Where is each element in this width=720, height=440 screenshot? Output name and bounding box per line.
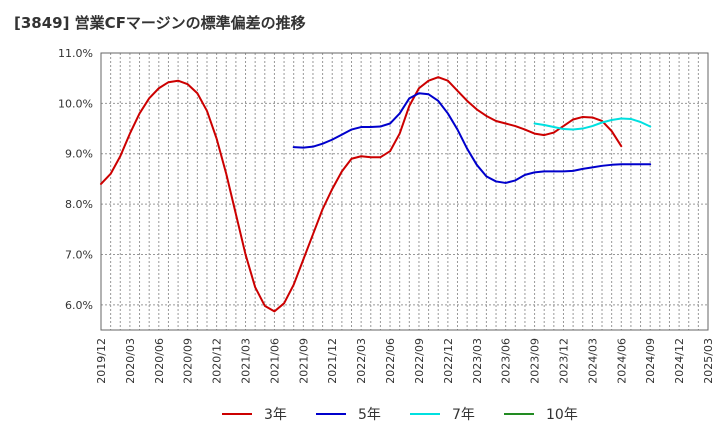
x-tick-label: 2019/12 xyxy=(95,338,108,384)
x-tick-label: 2022/12 xyxy=(442,338,455,384)
x-tick-label: 2020/12 xyxy=(211,338,224,384)
x-tick-label: 2023/09 xyxy=(529,338,542,384)
y-tick-label: 6.0% xyxy=(65,299,93,312)
plot-border xyxy=(100,52,709,331)
series-line-2 xyxy=(533,117,652,131)
plot-area xyxy=(101,53,708,330)
x-tick-label: 2024/09 xyxy=(644,338,657,384)
legend-label-2: 7年 xyxy=(452,407,475,423)
x-tick-label: 2022/09 xyxy=(413,338,426,384)
x-tick-label: 2024/06 xyxy=(615,338,628,384)
y-tick-label: 11.0% xyxy=(58,47,93,60)
x-tick-label: 2022/03 xyxy=(355,338,368,384)
y-tick-label: 7.0% xyxy=(65,248,93,261)
x-tick-label: 2020/03 xyxy=(124,338,137,384)
x-tick-label: 2023/06 xyxy=(500,338,513,384)
x-tick-label: 2021/09 xyxy=(297,338,310,384)
legend-label-0: 3年 xyxy=(264,407,287,423)
legend-label-3: 10年 xyxy=(546,407,578,423)
x-tick-label: 2024/12 xyxy=(673,338,686,384)
x-tick-label: 2020/09 xyxy=(182,338,195,384)
x-tick-label: 2025/03 xyxy=(702,338,715,384)
x-tick-label: 2021/06 xyxy=(268,338,281,384)
y-tick-label: 8.0% xyxy=(65,198,93,211)
series-line-0 xyxy=(100,76,623,313)
y-tick-label: 9.0% xyxy=(65,148,93,161)
chart-title: [3849] 営業CFマージンの標準偏差の推移 xyxy=(14,14,306,32)
series-line-1 xyxy=(292,92,652,184)
legend-label-1: 5年 xyxy=(358,407,381,423)
x-tick-label: 2023/12 xyxy=(557,338,570,384)
x-tick-label: 2022/06 xyxy=(384,338,397,384)
x-tick-label: 2023/03 xyxy=(471,338,484,384)
x-tick-label: 2021/12 xyxy=(326,338,339,384)
x-tick-label: 2024/03 xyxy=(586,338,599,384)
x-tick-label: 2021/03 xyxy=(240,338,253,384)
x-tick-label: 2020/06 xyxy=(153,338,166,384)
y-tick-label: 10.0% xyxy=(58,97,93,110)
